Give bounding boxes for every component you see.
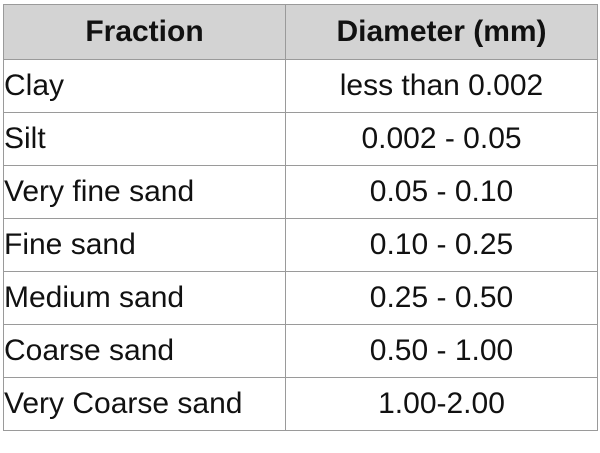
fraction-cell: Coarse sand xyxy=(3,324,286,378)
table-row: Very fine sand 0.05 - 0.10 xyxy=(3,165,598,219)
diameter-cell: 1.00-2.00 xyxy=(285,377,598,431)
diameter-cell: 0.25 - 0.50 xyxy=(285,271,598,325)
fraction-cell: Medium sand xyxy=(3,271,286,325)
diameter-cell: 0.10 - 0.25 xyxy=(285,218,598,272)
table-row: Medium sand 0.25 - 0.50 xyxy=(3,271,598,325)
table-row: Fine sand 0.10 - 0.25 xyxy=(3,218,598,272)
table-row: Coarse sand 0.50 - 1.00 xyxy=(3,324,598,378)
particle-size-table: Fraction Diameter (mm) Clay less than 0.… xyxy=(3,4,598,431)
fraction-cell: Very Coarse sand xyxy=(3,377,286,431)
diameter-cell: less than 0.002 xyxy=(285,59,598,113)
fraction-cell: Fine sand xyxy=(3,218,286,272)
table-header-row: Fraction Diameter (mm) xyxy=(3,4,598,60)
fraction-cell: Very fine sand xyxy=(3,165,286,219)
diameter-cell: 0.002 - 0.05 xyxy=(285,112,598,166)
diameter-cell: 0.50 - 1.00 xyxy=(285,324,598,378)
fraction-cell: Clay xyxy=(3,59,286,113)
column-header-fraction: Fraction xyxy=(3,4,286,60)
fraction-cell: Silt xyxy=(3,112,286,166)
table-row: Clay less than 0.002 xyxy=(3,59,598,113)
diameter-cell: 0.05 - 0.10 xyxy=(285,165,598,219)
column-header-diameter: Diameter (mm) xyxy=(285,4,598,60)
table-row: Very Coarse sand 1.00-2.00 xyxy=(3,377,598,431)
table-row: Silt 0.002 - 0.05 xyxy=(3,112,598,166)
